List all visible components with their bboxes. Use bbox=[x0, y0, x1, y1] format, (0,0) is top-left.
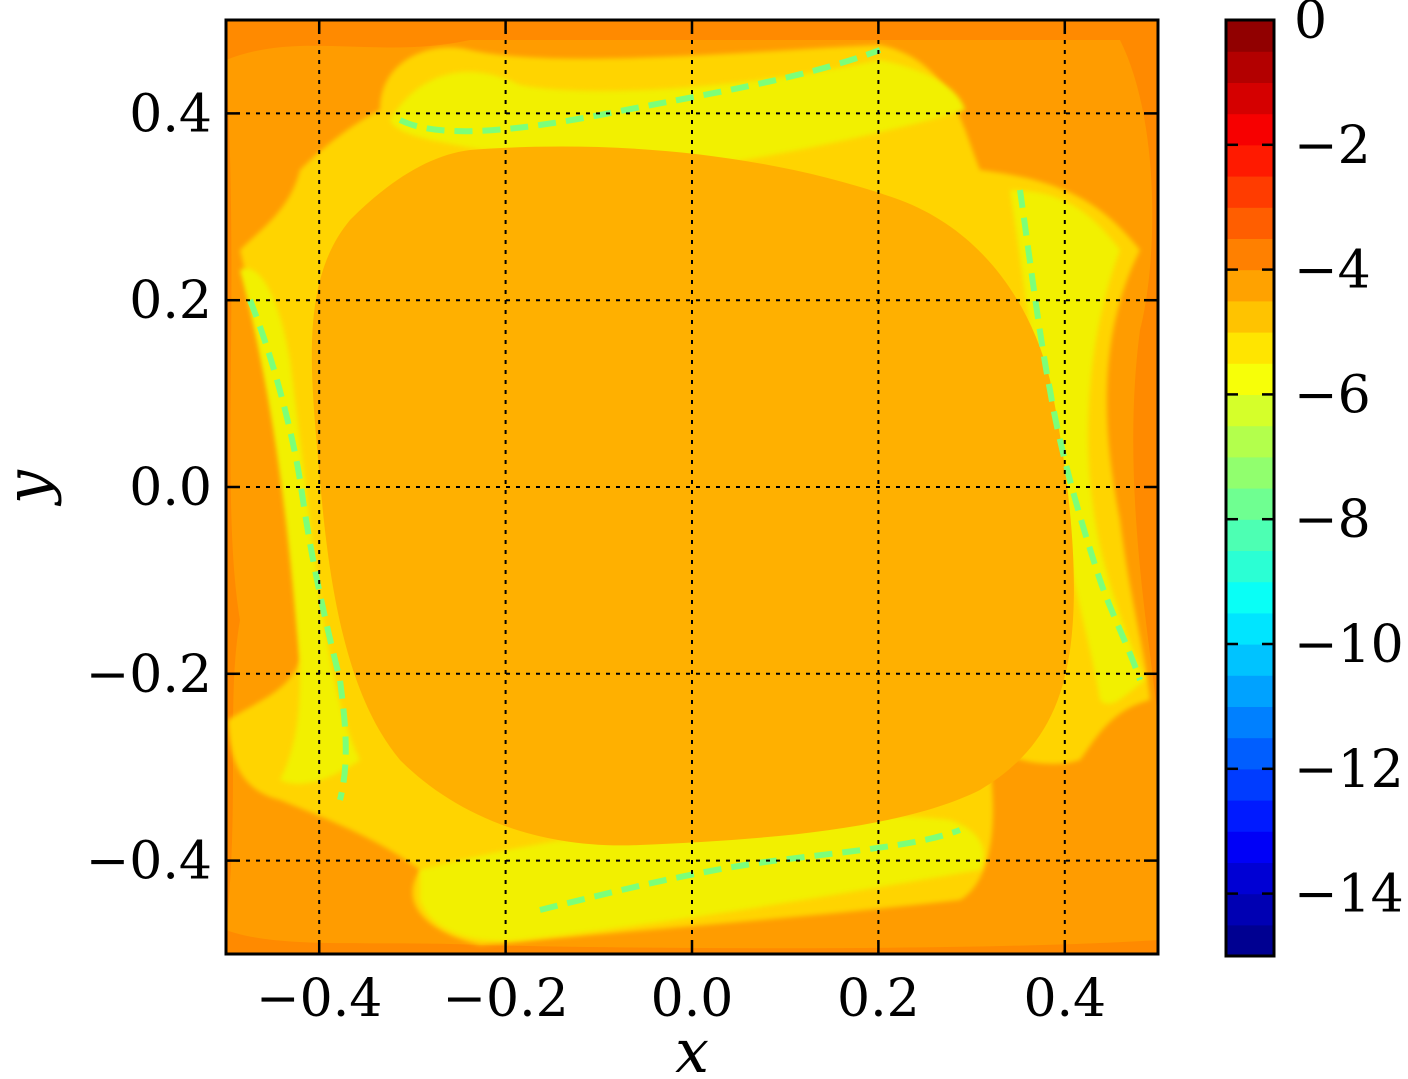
colorbar-tick-label: 0 bbox=[1294, 0, 1327, 51]
colorbar-segment bbox=[1226, 737, 1274, 770]
colorbar-segment bbox=[1226, 550, 1274, 583]
x-tick-label: 0.4 bbox=[1023, 969, 1106, 1029]
colorbar-segment bbox=[1226, 113, 1274, 146]
colorbar-segment bbox=[1226, 300, 1274, 333]
y-tick-label: −0.2 bbox=[86, 645, 212, 705]
colorbar-frame bbox=[1224, 18, 1276, 958]
colorbar-segment bbox=[1226, 20, 1274, 52]
colorbar-segment bbox=[1226, 394, 1274, 427]
colorbar-tick-label: −10 bbox=[1294, 615, 1404, 675]
colorbar-segment bbox=[1226, 363, 1274, 395]
x-tick-label: 0.2 bbox=[837, 969, 920, 1029]
x-tick-label: −0.4 bbox=[256, 969, 382, 1029]
colorbar-segment bbox=[1226, 488, 1274, 520]
colorbar-segment bbox=[1226, 675, 1274, 707]
y-tick-label: 0.0 bbox=[129, 458, 212, 518]
colorbar-segment bbox=[1226, 831, 1274, 863]
central-region bbox=[311, 146, 1074, 846]
colorbar-tick-label: −6 bbox=[1294, 365, 1371, 425]
x-tick-label: 0.0 bbox=[651, 969, 734, 1029]
colorbar-segment bbox=[1226, 456, 1274, 489]
x-tick-labels: −0.4 −0.2 0.0 0.2 0.4 bbox=[256, 969, 1106, 1029]
colorbar-segment bbox=[1226, 924, 1274, 957]
colorbar-tick-label: −8 bbox=[1294, 490, 1371, 550]
colorbar-segment bbox=[1226, 176, 1274, 208]
y-tick-label: 0.2 bbox=[129, 271, 212, 331]
colorbar-segment bbox=[1226, 82, 1274, 115]
axis-ticks bbox=[226, 20, 1158, 954]
colorbar-segment bbox=[1226, 269, 1274, 302]
colorbar-segment bbox=[1226, 425, 1274, 458]
y-tick-label: −0.4 bbox=[86, 832, 212, 892]
colorbar-tick-label: −12 bbox=[1294, 740, 1404, 800]
colorbar-segment bbox=[1226, 51, 1274, 83]
colorbar-segment bbox=[1226, 706, 1274, 739]
colorbar bbox=[1226, 20, 1274, 957]
colorbar-segment bbox=[1226, 332, 1274, 364]
heatmap-field bbox=[226, 20, 1158, 954]
y-axis-label: y bbox=[0, 469, 63, 507]
colorbar-segment bbox=[1226, 768, 1274, 801]
colorbar-segment bbox=[1226, 800, 1274, 832]
colorbar-ticks: 0 −2 −4 −6 −8 −10 −12 −14 bbox=[1226, 0, 1404, 925]
y-tick-labels: 0.4 0.2 0.0 −0.2 −0.4 bbox=[86, 84, 212, 891]
colorbar-segment bbox=[1226, 644, 1274, 676]
colorbar-segment bbox=[1226, 581, 1274, 614]
colorbar-tick-label: −14 bbox=[1294, 865, 1404, 925]
x-tick-label: −0.2 bbox=[442, 969, 568, 1029]
colorbar-segment bbox=[1226, 519, 1274, 551]
colorbar-segment bbox=[1226, 207, 1274, 239]
colorbar-segment bbox=[1226, 144, 1274, 177]
colorbar-tick-label: −4 bbox=[1294, 241, 1371, 301]
colorbar-segment bbox=[1226, 893, 1274, 926]
colorbar-segment bbox=[1226, 238, 1274, 271]
x-axis-label: x bbox=[675, 1017, 709, 1079]
colorbar-segment bbox=[1226, 612, 1274, 645]
separatrix-ridge bbox=[247, 47, 1143, 913]
colorbar-tick-label: −2 bbox=[1294, 116, 1371, 176]
colorbar-segment bbox=[1226, 862, 1274, 895]
y-tick-label: 0.4 bbox=[129, 84, 212, 144]
